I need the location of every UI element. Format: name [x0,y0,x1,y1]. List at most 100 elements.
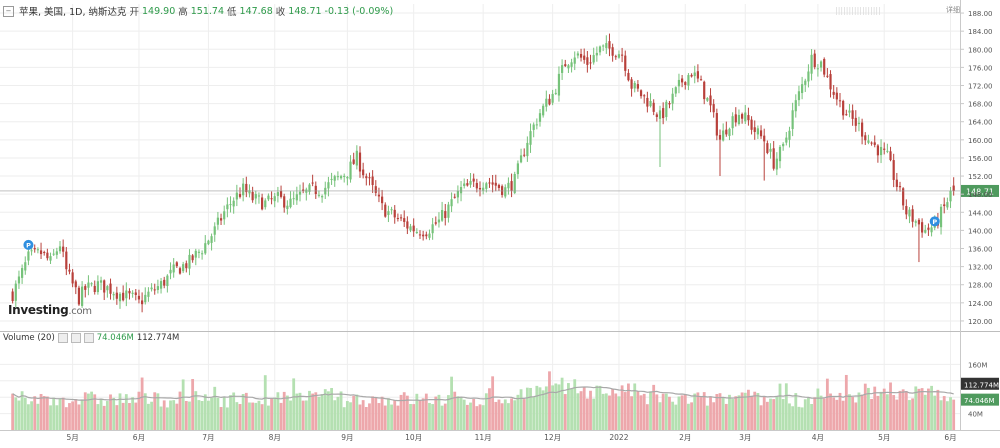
candle-body [96,281,99,293]
volume-bar [939,400,943,430]
candle-body [747,115,750,121]
collapse-icon[interactable]: − [3,5,14,17]
candle-body [750,119,753,130]
detail-button[interactable]: 详细 [946,6,960,14]
candle-body [242,183,245,196]
volume-bar [835,399,839,430]
logo-text: Investing [8,303,69,317]
price-tick-label: 188.00 [968,10,993,18]
volume-bar [699,397,703,430]
volume-last-tag-label: 74.046M [964,397,995,405]
candle-body [475,182,478,189]
candle-body [273,196,276,202]
candle-body [851,110,854,119]
candle-body [797,91,801,101]
volume-bar [841,400,845,430]
volume-bar [244,392,248,430]
candle-body [482,187,485,191]
candle-body [690,74,693,77]
volume-toggle-icon[interactable] [57,333,68,343]
volume-bar [791,406,795,430]
candle-body [201,253,204,255]
volume-close-icon[interactable] [83,333,94,343]
volume-bar [718,393,722,430]
candle-body [17,276,21,284]
candle-body [478,187,482,190]
volume-bar [595,385,599,430]
volume-bar [870,398,873,430]
candle-body [731,116,734,129]
candle-body [693,72,696,77]
volume-bar [674,404,678,430]
volume-settings-icon[interactable] [70,333,81,343]
volume-bar [513,400,517,430]
price-tick-label: 160.00 [968,137,993,145]
volume-bar [333,400,337,430]
low-value: 147.68 [239,5,273,17]
candle-body [216,217,219,225]
candle-body [608,41,611,49]
candle-body [870,142,873,144]
volume-bar [352,395,356,430]
candle-body [516,163,519,175]
candle-body [807,71,810,82]
candle-body [646,97,649,107]
price-tick-label: 172.00 [968,83,993,91]
candle-body [141,300,144,305]
candle-body [576,53,579,56]
candle-body [728,128,731,136]
volume-bar [361,400,365,430]
volume-bar [904,391,908,430]
candle-body [11,291,14,302]
volume-bar [652,384,656,430]
candle-body [535,124,538,126]
candle-body [627,72,630,81]
candle-body [147,291,150,297]
volume-bar [64,407,68,430]
candle-body [103,280,106,293]
candle-body [409,226,412,231]
volume-bar [143,393,147,430]
volume-bar [210,397,213,430]
candle-body [456,190,459,198]
volume-bar [412,404,416,430]
candle-body [159,281,163,289]
candle-body [699,79,703,81]
volume-bar [33,396,37,430]
volume-bar [80,400,84,430]
candle-body [854,117,857,126]
volume-bar [851,396,855,430]
candle-body [633,82,636,89]
volume-bar [576,393,580,430]
volume-bar [83,392,87,430]
volume-bar [216,397,220,430]
candle-body [415,231,418,233]
candle-body [542,105,545,116]
candle-body [488,182,491,184]
volume-bar [371,396,375,430]
volume-bar [465,404,469,430]
candle-body [501,186,504,195]
time-tick-label: 12月 [544,433,561,442]
candle-body [946,202,949,208]
volume-bar [807,397,810,430]
last-price-label: 148.71 [966,187,994,196]
volume-bar [165,407,169,430]
volume-bar [778,383,782,430]
candle-body [895,179,898,187]
candle-body [150,287,153,290]
candle-body [598,46,602,53]
volume-bar [655,394,659,430]
volume-bar [292,378,296,430]
volume-bar [715,394,719,430]
candle-body [210,236,213,243]
volume-bar [759,405,763,430]
candle-body [447,204,450,218]
candle-body [532,124,535,130]
volume-bar [345,401,349,430]
volume-bar [87,393,90,430]
candle-body [826,75,829,77]
volume-bar [137,391,141,430]
